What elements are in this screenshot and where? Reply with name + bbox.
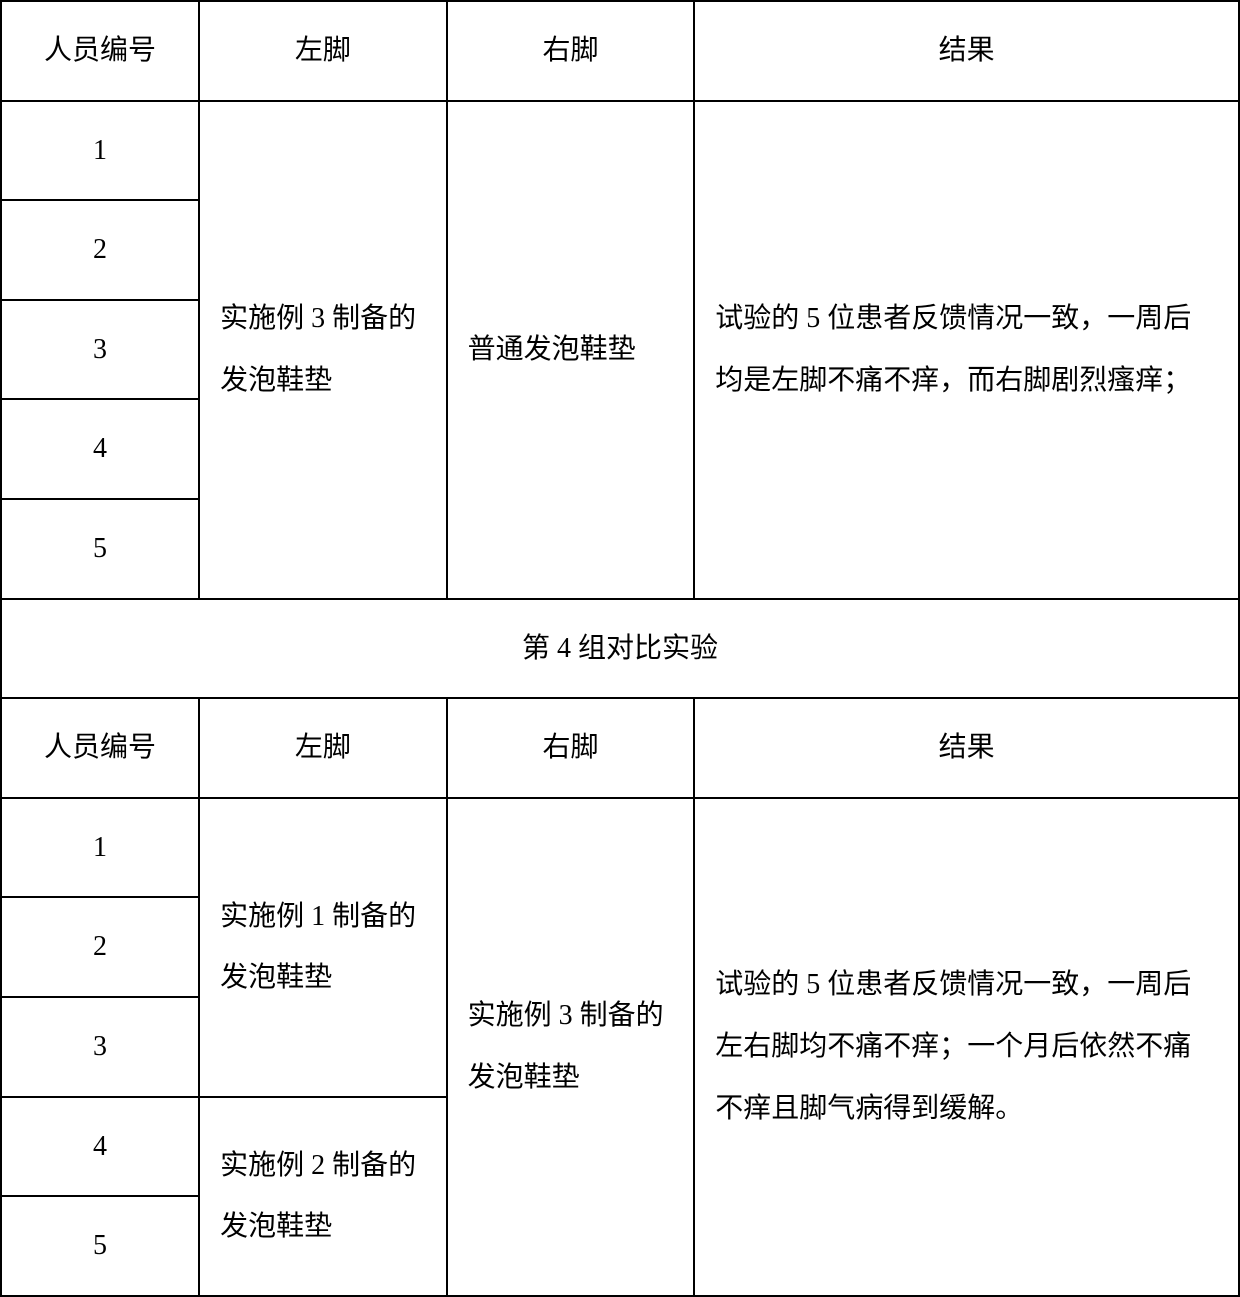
col-header-result: 结果 <box>694 1 1239 101</box>
person-id: 1 <box>1 101 199 201</box>
col-header-right: 右脚 <box>447 1 695 101</box>
left-foot-cell-a: 实施例 1 制备的发泡鞋垫 <box>199 798 447 1097</box>
table-row: 1 实施例 3 制备的发泡鞋垫 普通发泡鞋垫 试验的 5 位患者反馈情况一致，一… <box>1 101 1239 201</box>
experiment-table: 人员编号 左脚 右脚 结果 1 实施例 3 制备的发泡鞋垫 普通发泡鞋垫 试验的… <box>0 0 1240 1297</box>
col-header-id: 人员编号 <box>1 698 199 798</box>
col-header-result: 结果 <box>694 698 1239 798</box>
person-id: 1 <box>1 798 199 898</box>
right-foot-cell: 普通发泡鞋垫 <box>447 101 695 599</box>
person-id: 2 <box>1 200 199 300</box>
person-id: 2 <box>1 897 199 997</box>
table-header-row: 人员编号 左脚 右脚 结果 <box>1 698 1239 798</box>
result-cell: 试验的 5 位患者反馈情况一致，一周后左右脚均不痛不痒；一个月后依然不痛不痒且脚… <box>694 798 1239 1296</box>
person-id: 5 <box>1 499 199 599</box>
col-header-id: 人员编号 <box>1 1 199 101</box>
person-id: 3 <box>1 300 199 400</box>
left-foot-cell: 实施例 3 制备的发泡鞋垫 <box>199 101 447 599</box>
person-id: 4 <box>1 1097 199 1197</box>
person-id: 3 <box>1 997 199 1097</box>
left-foot-cell-b: 实施例 2 制备的发泡鞋垫 <box>199 1097 447 1296</box>
right-foot-cell: 实施例 3 制备的发泡鞋垫 <box>447 798 695 1296</box>
col-header-left: 左脚 <box>199 698 447 798</box>
col-header-left: 左脚 <box>199 1 447 101</box>
person-id: 4 <box>1 399 199 499</box>
table-row: 1 实施例 1 制备的发泡鞋垫 实施例 3 制备的发泡鞋垫 试验的 5 位患者反… <box>1 798 1239 898</box>
table-header-row: 人员编号 左脚 右脚 结果 <box>1 1 1239 101</box>
section-divider-row: 第 4 组对比实验 <box>1 599 1239 699</box>
section-divider: 第 4 组对比实验 <box>1 599 1239 699</box>
col-header-right: 右脚 <box>447 698 695 798</box>
person-id: 5 <box>1 1196 199 1296</box>
result-cell: 试验的 5 位患者反馈情况一致，一周后均是左脚不痛不痒，而右脚剧烈瘙痒； <box>694 101 1239 599</box>
